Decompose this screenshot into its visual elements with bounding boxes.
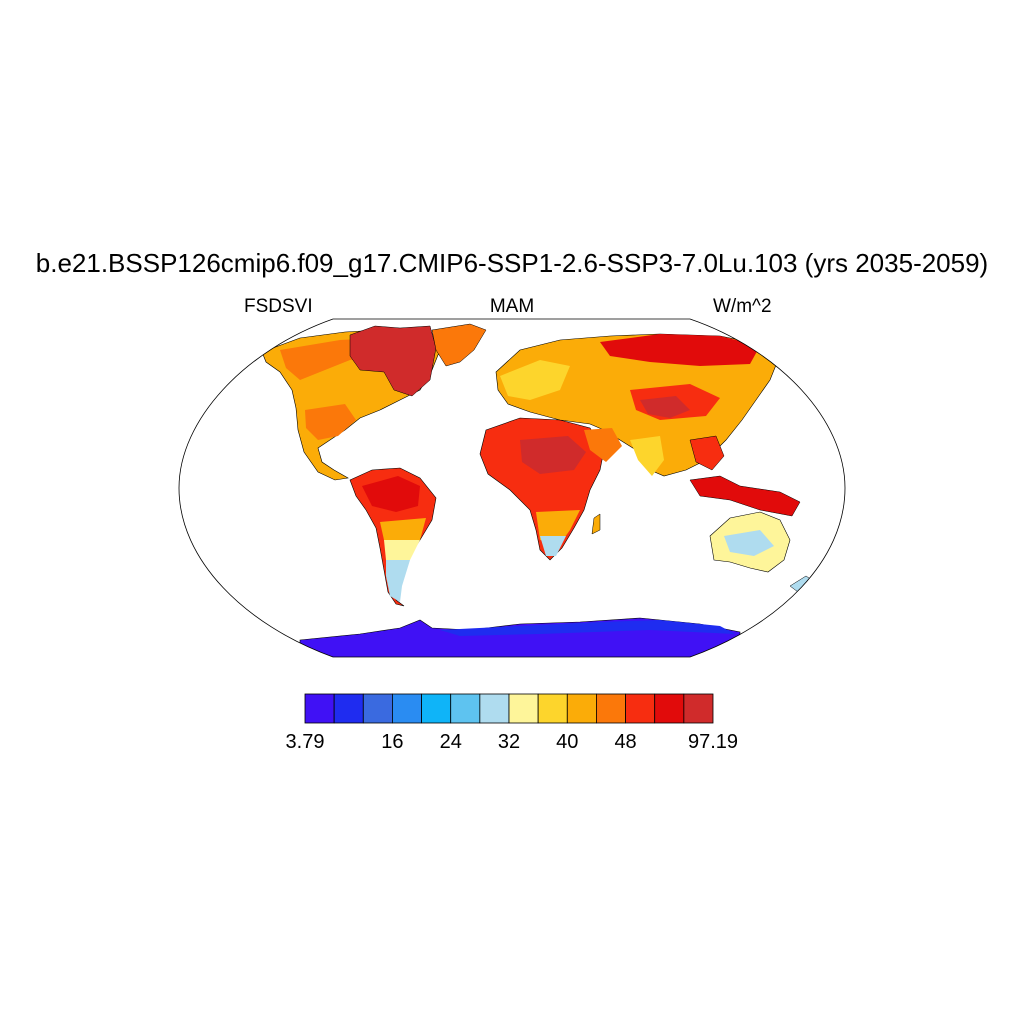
canadian-arctic — [349, 325, 437, 397]
colorbar-box — [654, 693, 685, 724]
colorbar-box — [508, 693, 539, 724]
land-layer — [261, 323, 813, 657]
colorbar-box — [304, 693, 335, 724]
colorbar-box — [392, 693, 422, 724]
colorbar-tick-label: 24 — [439, 731, 462, 753]
colorbar-box — [625, 693, 656, 724]
colorbar-tick-label: 48 — [614, 731, 637, 753]
antarctica-coast-band — [440, 620, 735, 636]
colorbar-box — [596, 693, 626, 724]
southeast-asia — [689, 435, 725, 471]
colorbar-box — [479, 693, 510, 724]
colorbar-box — [450, 693, 481, 724]
south-america-south-cool — [384, 540, 420, 560]
south-africa-tip — [540, 536, 566, 556]
map-outline — [178, 318, 846, 658]
europe — [500, 360, 570, 400]
madagascar — [591, 513, 601, 535]
india — [630, 436, 664, 476]
new-zealand — [789, 575, 813, 593]
colorbar-box — [537, 693, 568, 724]
tibet — [640, 396, 690, 418]
greenland — [431, 323, 487, 367]
colorbar-box — [683, 693, 714, 724]
sahara-core — [520, 436, 586, 474]
indonesia — [689, 475, 801, 517]
plot-title: b.e21.BSSP126cmip6.f09_g17.CMIP6-SSP1-2.… — [35, 248, 989, 278]
colorbar-tick-label: 40 — [556, 731, 579, 753]
australia-interior — [724, 530, 774, 556]
amazon-core — [362, 476, 420, 512]
south-america-south-warm — [380, 518, 426, 540]
colorbar-box — [333, 693, 364, 724]
colorbar-tick-label: 97.19 — [687, 731, 739, 753]
southern-africa — [536, 510, 580, 544]
colorbar-tick-label: 16 — [381, 731, 404, 753]
siberia — [600, 334, 760, 366]
variable-label: FSDSVI — [244, 296, 313, 317]
colorbar-box — [362, 693, 393, 724]
colorbar — [304, 693, 714, 724]
patagonia — [386, 560, 410, 602]
arabia — [584, 428, 622, 462]
colorbar-tick-label: 32 — [497, 731, 521, 753]
season-label: MAM — [489, 296, 535, 317]
colorbar-tick-label: 3.79 — [285, 731, 325, 753]
colorbar-box — [566, 693, 597, 724]
southeast-us — [305, 404, 356, 440]
units-label: W/m^2 — [713, 296, 772, 317]
colorbar-box — [421, 693, 452, 724]
